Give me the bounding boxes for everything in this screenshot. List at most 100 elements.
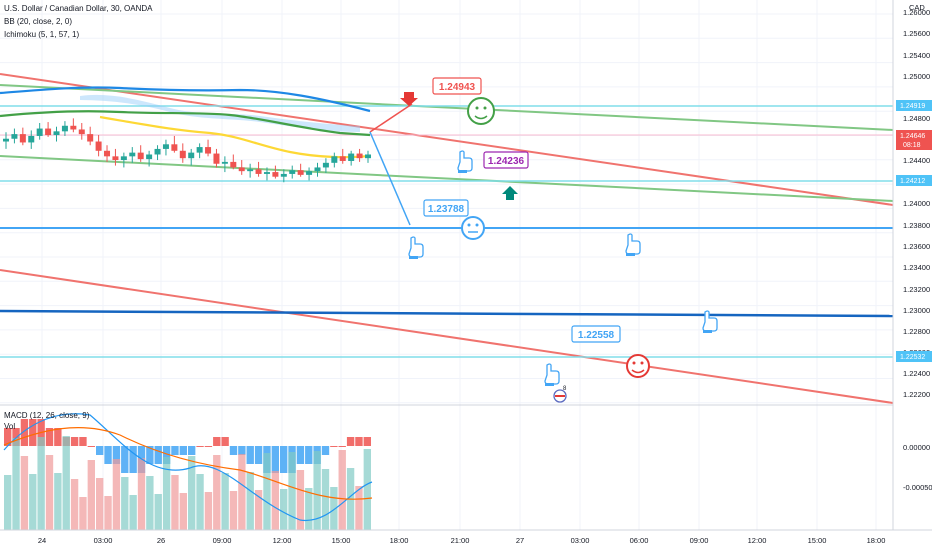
bb-lower-band [99, 115, 371, 159]
candle-body [314, 167, 321, 172]
blue-projection-arrow[interactable] [369, 131, 411, 226]
face-outline [626, 354, 650, 378]
volume-bar [296, 470, 305, 530]
candle-body [247, 169, 254, 172]
pointer-cuff [626, 253, 635, 256]
candle-body [179, 150, 186, 159]
macd-histogram-bar [229, 446, 238, 455]
bb-legend[interactable]: BB (20, close, 2, 0) [4, 17, 73, 26]
time-tick-label: 27 [516, 536, 524, 545]
callout-box [571, 325, 621, 343]
macd-histogram-bar [87, 446, 95, 447]
ichimoku-legend[interactable]: Ichimoku (5, 1, 57, 1) [4, 30, 80, 39]
macd-histogram-bar [321, 446, 330, 455]
green-channel-lower[interactable] [0, 155, 894, 202]
volume-bar [188, 456, 196, 530]
vol-legend[interactable]: Vol [4, 422, 16, 431]
candle-body [272, 172, 279, 177]
macd-histogram-bar [4, 428, 12, 446]
candle-body [78, 129, 85, 135]
macd-histogram-bar [196, 446, 204, 447]
signal-line [3, 426, 373, 500]
volume-bar [221, 473, 229, 530]
volume-bar [330, 487, 338, 530]
macd-histogram-bar [146, 446, 154, 464]
drawing-lines[interactable] [0, 73, 894, 404]
red-trendline-lower[interactable] [0, 269, 894, 404]
candle-body [36, 128, 43, 136]
annotations[interactable]: 1.24943 1.24236 1.23788 1.22558 8 [369, 77, 718, 403]
face-eye [467, 223, 471, 227]
green-channel-upper[interactable] [0, 84, 894, 131]
macd-histogram-bar [346, 437, 355, 446]
time-axis[interactable]: 24 03:00 26 09:00 12:00 15:00 18:00 21:00 27 03:0… [0, 529, 932, 550]
macd-histogram-bar [330, 446, 338, 447]
red-projection-arrow[interactable] [369, 103, 413, 133]
time-tick-label: 12:00 [748, 536, 767, 545]
volume-bar [104, 496, 112, 530]
time-tick-label: 15:00 [332, 536, 351, 545]
price-tick-label: 1.23600 [903, 242, 930, 251]
price-callout[interactable]: 1.22558 [571, 325, 621, 343]
volume-bar [87, 460, 95, 530]
candle-body [3, 138, 9, 142]
up-arrow-icon [502, 186, 518, 200]
callout-label: 1.23788 [428, 204, 465, 215]
level-navy[interactable] [0, 309, 894, 318]
pointer-hand-icon [408, 236, 424, 258]
macd-histogram-bar [204, 446, 213, 447]
candle-body [162, 144, 169, 149]
macd-histogram-bar [154, 446, 162, 464]
price-badge [896, 351, 932, 362]
price-axis[interactable]: 1.26000 1.25600 1.25400 1.25000 1.24800 1.244… [892, 0, 932, 550]
volume-bar [70, 479, 79, 530]
pointer-hand-icon [625, 233, 641, 256]
macd-histogram-bar [305, 446, 313, 464]
candle-body [213, 153, 220, 164]
macd-histogram-bar [188, 446, 196, 455]
volume-bar [313, 451, 321, 530]
volume-bar [280, 489, 288, 530]
candle-body [171, 144, 178, 151]
macd-histogram-bar [296, 446, 305, 464]
volume-bar [246, 472, 254, 530]
bb-basis [0, 110, 371, 137]
volume-bar [162, 457, 171, 530]
macd-histogram-bar [162, 446, 171, 464]
macd-histogram-bar [45, 428, 54, 446]
price-tick-label: 1.22400 [903, 369, 930, 378]
macd-legend[interactable]: MACD (12, 26, close, 9) [4, 411, 90, 420]
price-callout[interactable]: 1.24943 [432, 77, 482, 95]
price-tick-label: 1.25600 [903, 29, 930, 38]
face-mouth [631, 369, 645, 374]
volume-bar [79, 497, 87, 530]
macd-histogram-bar [238, 446, 246, 455]
macd-tick-label: 0.00000 [903, 443, 930, 452]
volume-bar [355, 486, 363, 530]
pointer-hand-icon [544, 363, 560, 385]
time-tick-label: 06:00 [630, 536, 649, 545]
smiley-green-icon [467, 97, 495, 125]
price-callout[interactable]: 1.24236 [483, 151, 529, 169]
macd-histogram-bar [363, 437, 371, 446]
callout-label: 1.24236 [488, 156, 525, 167]
candle-body [61, 125, 68, 132]
time-tick-label: 15:00 [808, 536, 827, 545]
pointer-hand-icon [408, 236, 424, 259]
price-badge [896, 100, 932, 111]
macd-histogram-bar [280, 446, 288, 473]
pointer-hand-icon [544, 363, 560, 386]
callout-box [423, 199, 469, 217]
price-axis-bg [893, 0, 932, 530]
currency-label[interactable]: CAD [909, 3, 925, 12]
volume-bar [196, 474, 204, 530]
pointer-hand-icon [702, 310, 718, 333]
candle-body [263, 172, 270, 174]
time-tick-label: 03:00 [571, 536, 590, 545]
price-callout[interactable]: 1.23788 [423, 199, 469, 217]
price-tick-label: 1.22800 [903, 327, 930, 336]
pointer-hand-icon [625, 233, 641, 255]
red-trendline-upper[interactable] [0, 73, 894, 206]
time-tick-label: 12:00 [273, 536, 292, 545]
